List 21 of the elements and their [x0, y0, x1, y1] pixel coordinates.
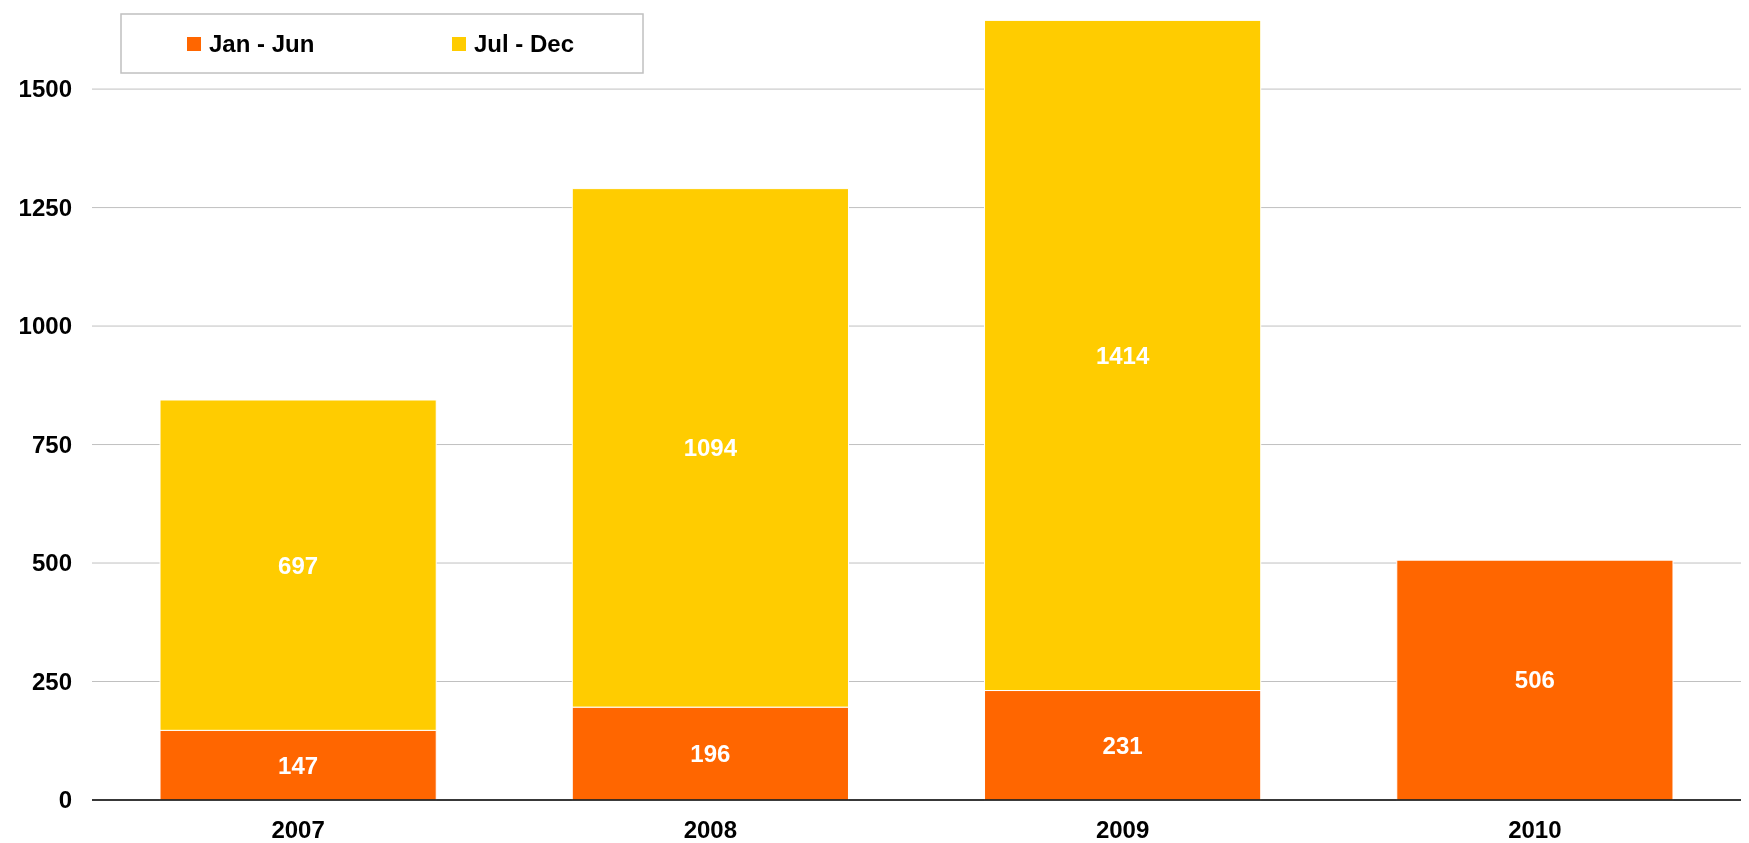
y-tick-label: 1000	[18, 312, 72, 340]
x-tick-label: 2010	[1508, 816, 1562, 843]
y-tick-label: 250	[31, 667, 72, 695]
legend-label: Jan - Jun	[209, 30, 315, 58]
y-tick-label: 750	[31, 430, 72, 458]
y-tick-label: 500	[31, 549, 72, 577]
data-label: 231	[1102, 731, 1143, 759]
data-label: 1094	[683, 434, 738, 462]
data-label: 196	[690, 739, 731, 767]
data-label: 1414	[1095, 341, 1150, 369]
y-tick-label: 1250	[18, 193, 72, 221]
data-label: 697	[278, 551, 319, 579]
data-label: 147	[278, 751, 319, 779]
x-tick-label: 2007	[271, 816, 325, 843]
bar	[1396, 559, 1674, 801]
data-label: 506	[1514, 666, 1555, 694]
y-tick-label: 0	[58, 786, 72, 814]
x-tick-label: 2009	[1095, 816, 1150, 843]
legend-label: Jul - Dec	[474, 30, 575, 58]
x-tick-label: 2008	[683, 816, 738, 843]
y-tick-label: 1500	[18, 75, 72, 103]
